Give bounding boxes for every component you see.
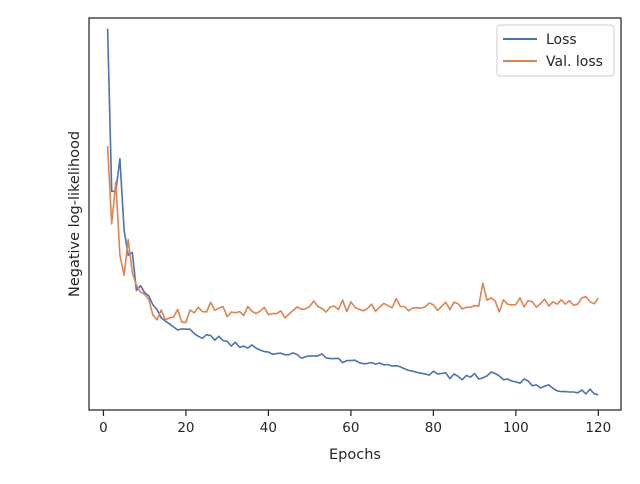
x-tick-label: 20 bbox=[177, 420, 194, 436]
series-line-val-loss bbox=[106, 146, 599, 324]
legend-label-loss: Loss bbox=[546, 32, 577, 48]
x-axis-label: Epochs bbox=[329, 447, 381, 463]
legend: Loss Val. loss bbox=[496, 24, 615, 77]
x-tick-label: 100 bbox=[503, 420, 529, 436]
x-tick-label: 0 bbox=[99, 420, 108, 436]
x-tick-label: 40 bbox=[260, 420, 277, 436]
x-tick-label: 60 bbox=[342, 420, 359, 436]
plot-frame bbox=[88, 17, 622, 411]
y-axis-label: Negative log-likelihood bbox=[67, 131, 83, 297]
x-tick-label: 80 bbox=[425, 420, 442, 436]
x-axis-ticks: 0 20 40 60 80 100 120 bbox=[99, 410, 611, 436]
legend-box bbox=[496, 24, 615, 77]
x-tick-label: 120 bbox=[585, 420, 611, 436]
series-lines bbox=[106, 28, 599, 396]
series-line-loss bbox=[106, 28, 599, 396]
legend-label-val-loss: Val. loss bbox=[546, 54, 603, 70]
